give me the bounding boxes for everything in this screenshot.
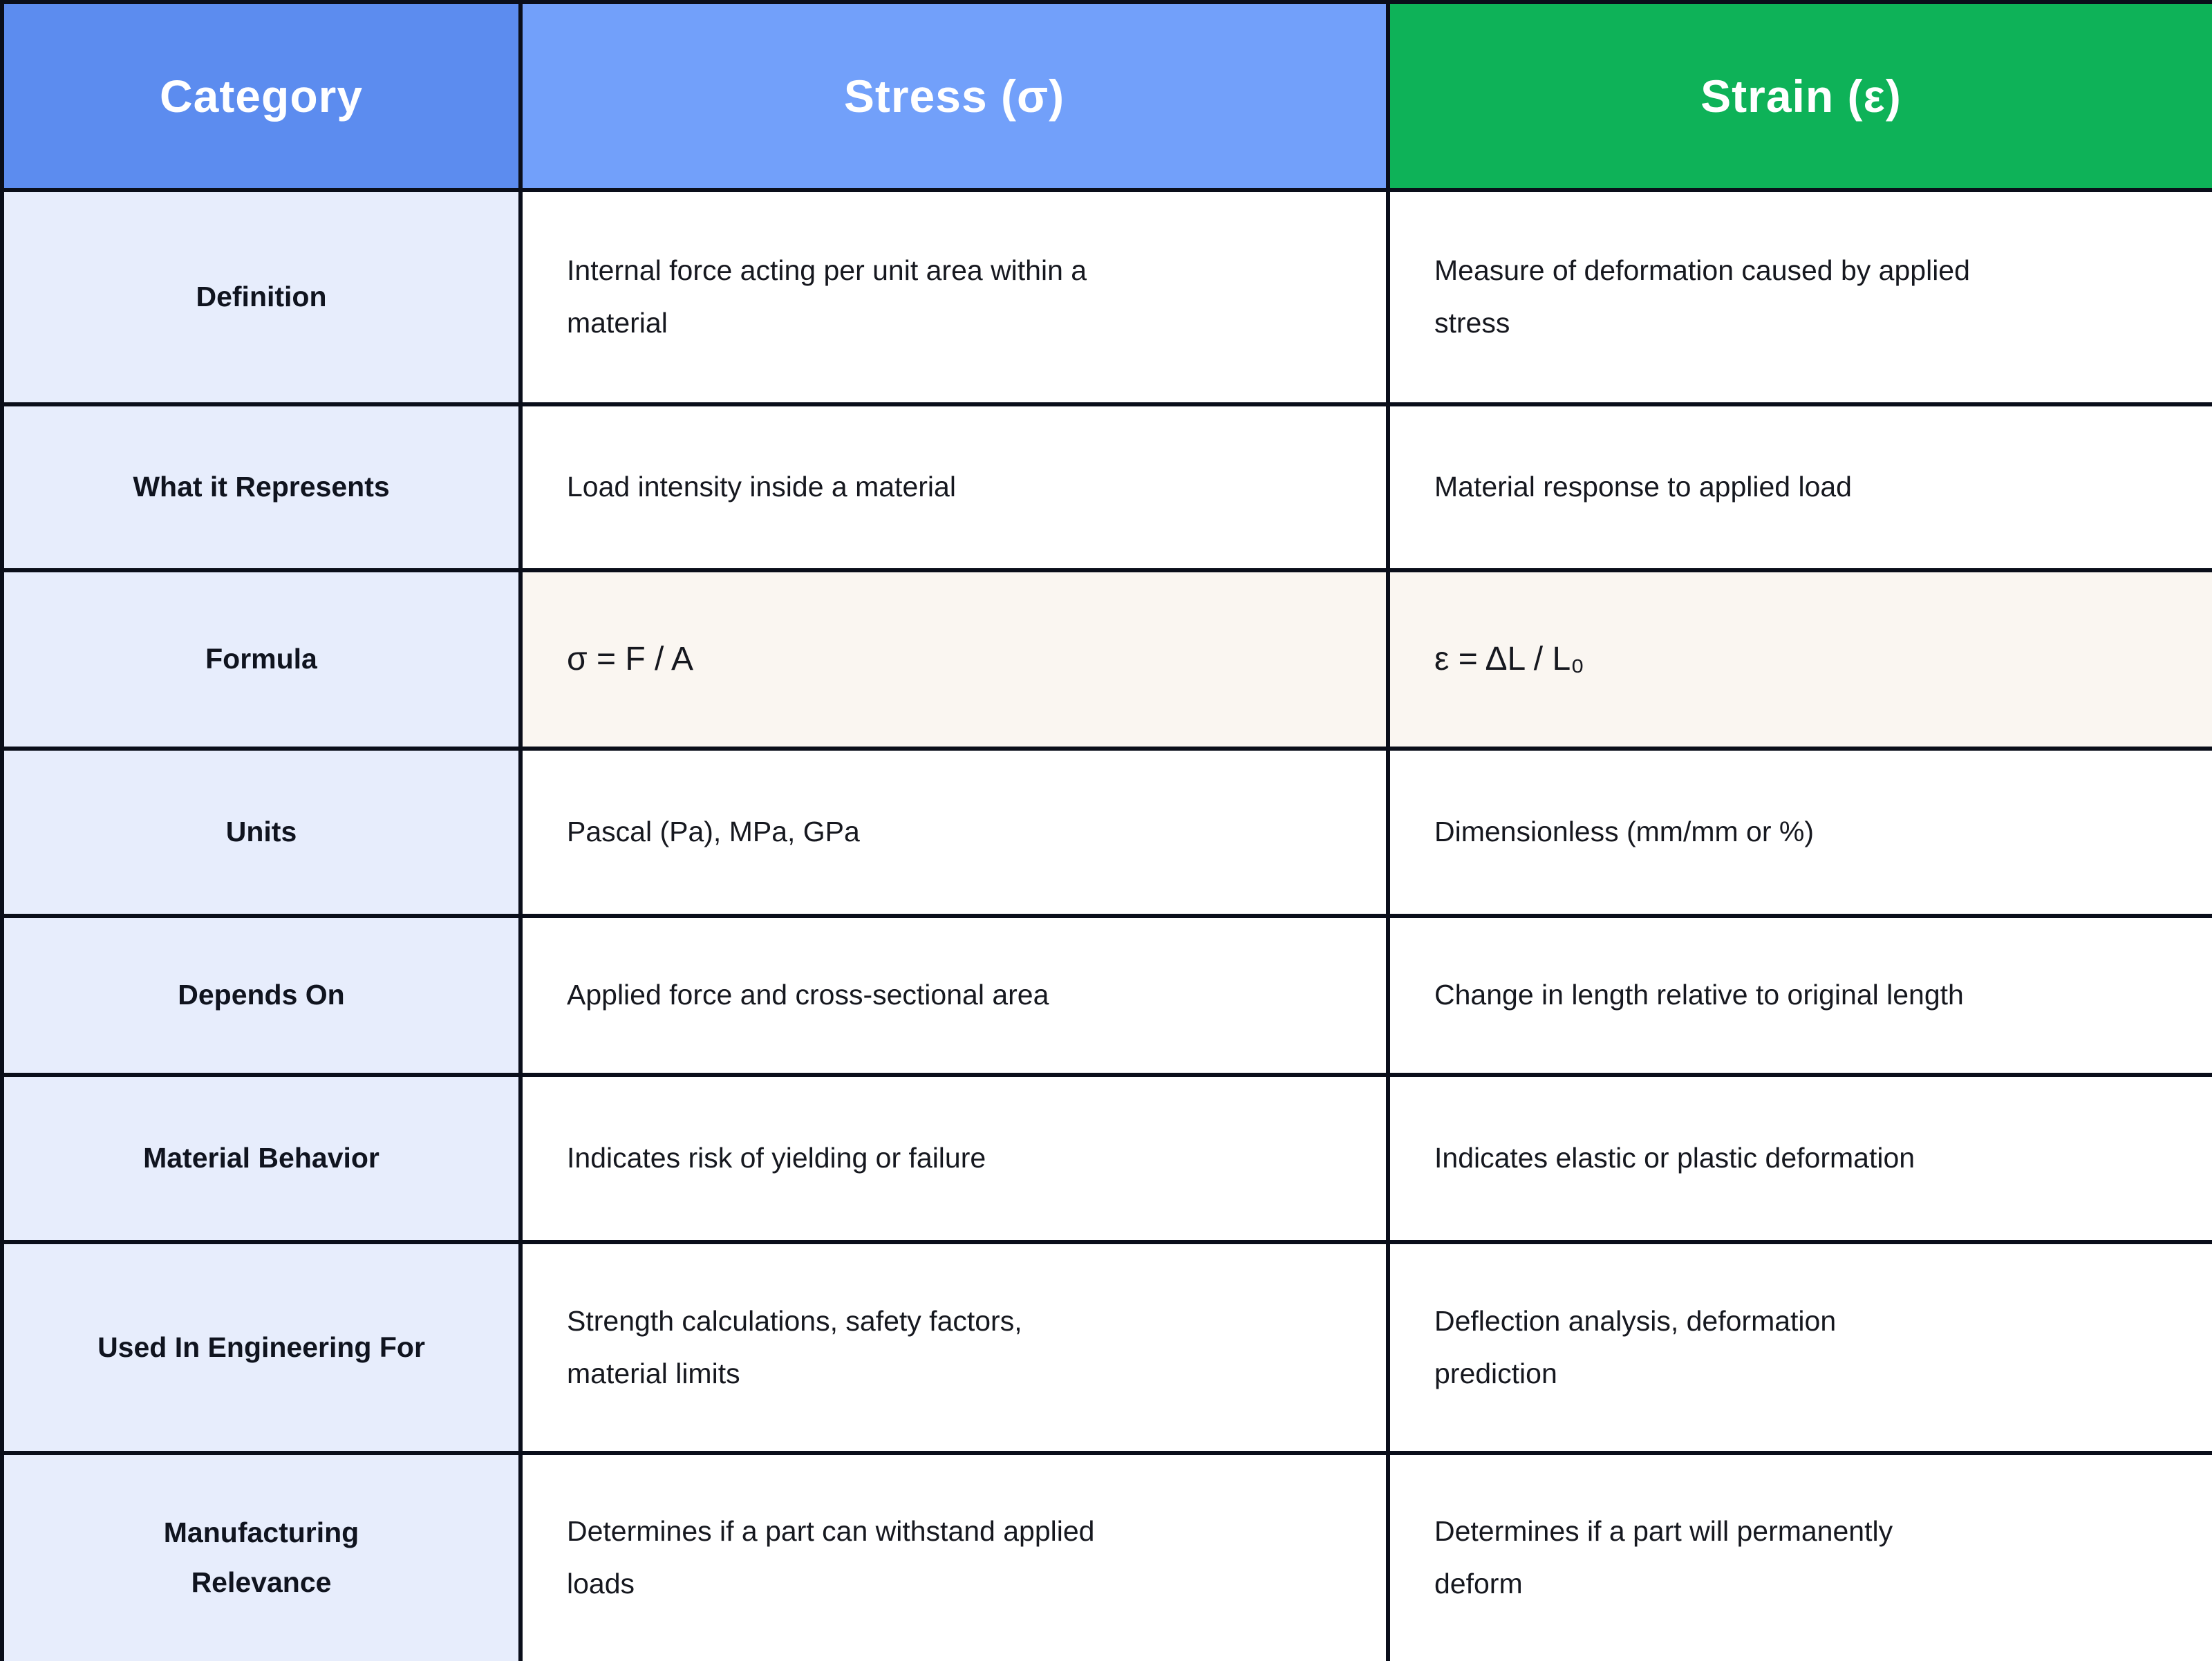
header-cell-stress: Stress (σ) (518, 0, 1390, 192)
table-row-used-in-engineering-for: Used In Engineering For Strength calcula… (0, 1240, 2212, 1455)
strain-cell: Change in length relative to original le… (1386, 914, 2212, 1077)
table-row-manufacturing-relevance: Manufacturing Relevance Determines if a … (0, 1451, 2212, 1661)
row-label: Material Behavior (0, 1073, 523, 1244)
stress-formula-cell: σ = F / A (518, 568, 1390, 751)
strain-cell: Indicates elastic or plastic deformation (1386, 1073, 2212, 1244)
table-row-definition: Definition Internal force acting per uni… (0, 188, 2212, 406)
row-label: Formula (0, 568, 523, 751)
stress-cell: Strength calculations, safety factors, m… (518, 1240, 1390, 1455)
strain-cell: Measure of deformation caused by applied… (1386, 188, 2212, 406)
table-row-depends-on: Depends On Applied force and cross-secti… (0, 914, 2212, 1077)
row-label: Used In Engineering For (0, 1240, 523, 1455)
row-label: Units (0, 747, 523, 918)
stress-cell: Indicates risk of yielding or failure (518, 1073, 1390, 1244)
stress-cell: Internal force acting per unit area with… (518, 188, 1390, 406)
row-label: Definition (0, 188, 523, 406)
table-row-what-it-represents: What it Represents Load intensity inside… (0, 402, 2212, 572)
row-label: Manufacturing Relevance (0, 1451, 523, 1661)
header-cell-strain: Strain (ε) (1386, 0, 2212, 192)
table-row-units: Units Pascal (Pa), MPa, GPa Dimensionles… (0, 747, 2212, 918)
stress-cell: Pascal (Pa), MPa, GPa (518, 747, 1390, 918)
stress-cell: Load intensity inside a material (518, 402, 1390, 572)
strain-cell: Determines if a part will permanently de… (1386, 1451, 2212, 1661)
row-label: Depends On (0, 914, 523, 1077)
strain-cell: Material response to applied load (1386, 402, 2212, 572)
table-row-formula: Formula σ = F / A ε = ΔL / L₀ (0, 568, 2212, 751)
row-label: What it Represents (0, 402, 523, 572)
strain-cell: Deflection analysis, deformation predict… (1386, 1240, 2212, 1455)
stress-cell: Applied force and cross-sectional area (518, 914, 1390, 1077)
stress-cell: Determines if a part can withstand appli… (518, 1451, 1390, 1661)
header-cell-category: Category (0, 0, 523, 192)
strain-cell: Dimensionless (mm/mm or %) (1386, 747, 2212, 918)
table-row-material-behavior: Material Behavior Indicates risk of yiel… (0, 1073, 2212, 1244)
header-row: Category Stress (σ) Strain (ε) (0, 0, 2212, 192)
strain-formula-cell: ε = ΔL / L₀ (1386, 568, 2212, 751)
